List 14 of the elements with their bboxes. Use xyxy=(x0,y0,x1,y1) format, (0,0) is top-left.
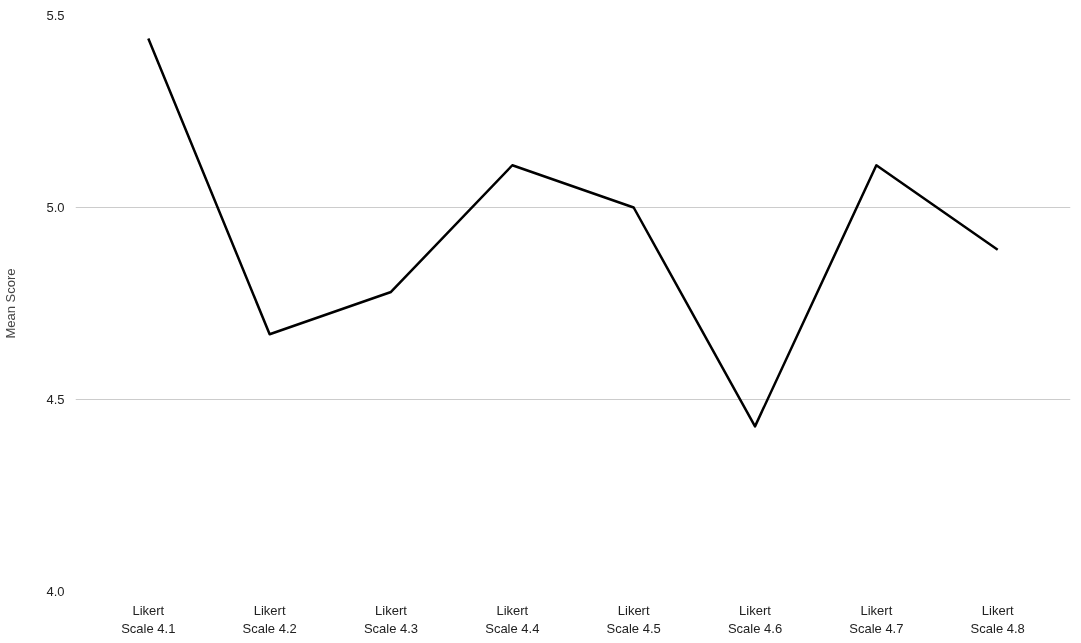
x-tick-label: Likert Scale 4.7 xyxy=(849,602,904,636)
x-tick-label: Likert Scale 4.5 xyxy=(606,602,661,636)
x-tick-label: Likert Scale 4.3 xyxy=(363,602,419,636)
y-tick-label: 5.5 xyxy=(46,8,65,23)
x-tick-label: Likert Scale 4.2 xyxy=(242,602,297,636)
x-tick-label: Likert Scale 4.4 xyxy=(485,602,540,636)
y-tick-label: 5.0 xyxy=(46,200,65,215)
y-tick-label: 4.5 xyxy=(46,392,65,407)
x-tick-label: Likert Scale 4.1 xyxy=(121,602,176,636)
y-axis-title: Mean Score xyxy=(3,268,19,339)
line-series xyxy=(147,37,999,428)
y-tick-label: 4.0 xyxy=(46,584,65,599)
x-tick-label: Likert Scale 4.6 xyxy=(727,602,783,636)
x-tick-label: Likert Scale 4.8 xyxy=(970,602,1025,636)
